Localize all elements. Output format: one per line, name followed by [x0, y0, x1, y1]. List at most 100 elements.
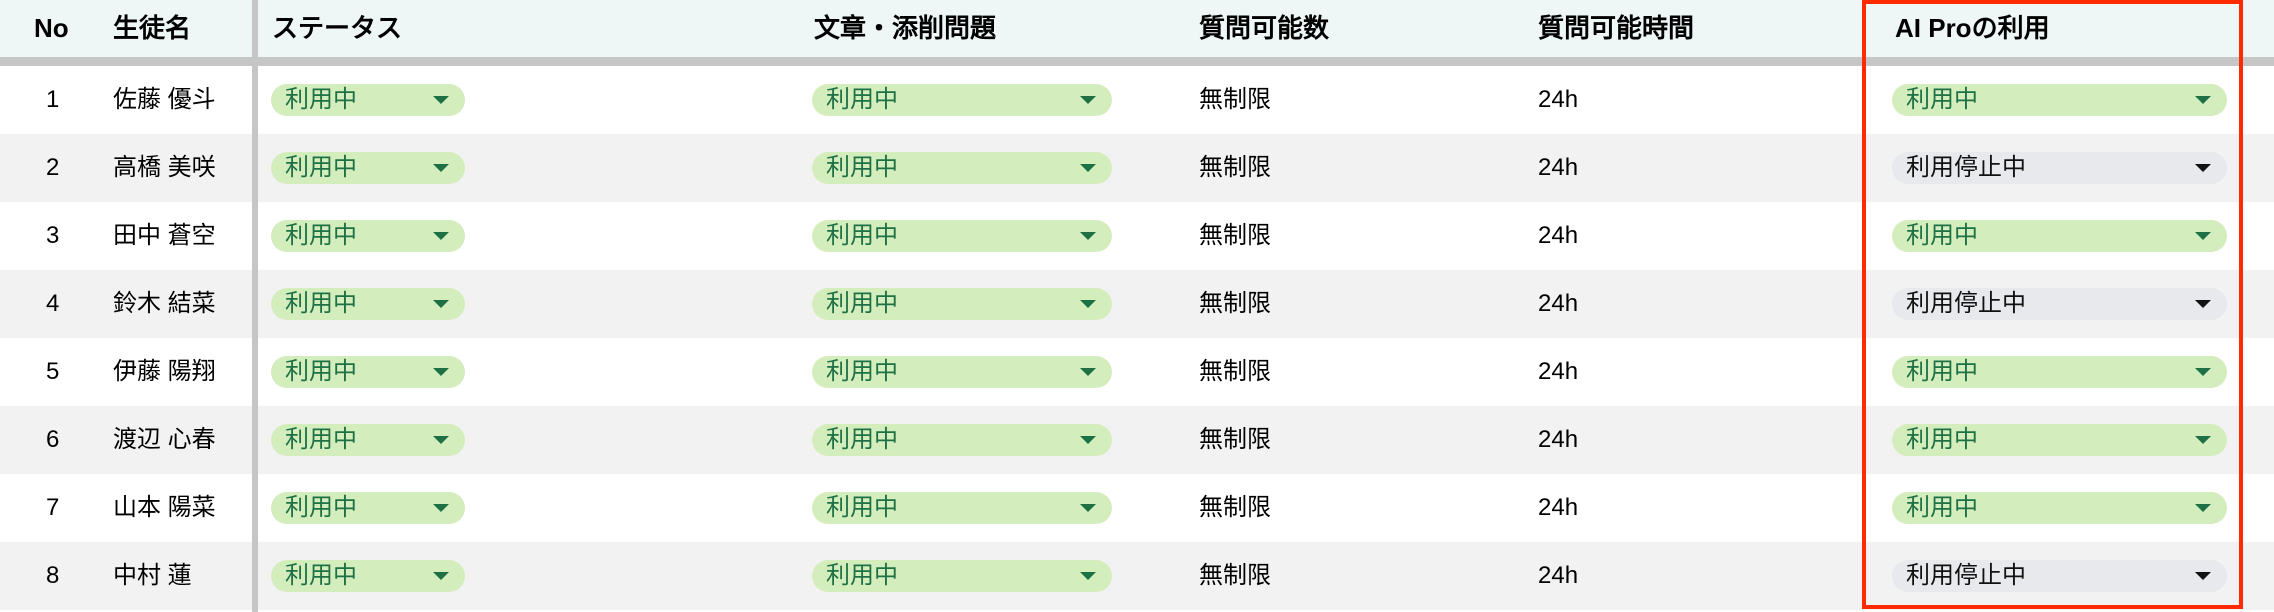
status-value: 利用中 — [285, 222, 357, 249]
chevron-down-icon — [433, 164, 449, 172]
chevron-down-icon — [2195, 96, 2211, 104]
chevron-down-icon — [2195, 164, 2211, 172]
question-hours: 24h — [1538, 222, 1579, 249]
writing-dropdown[interactable]: 利用中 — [812, 560, 1112, 592]
status-dropdown[interactable]: 利用中 — [271, 84, 465, 116]
row-no: 8 — [46, 562, 60, 589]
student-name: 高橋 美咲 — [113, 154, 216, 181]
writing-value: 利用中 — [826, 290, 898, 317]
writing-value: 利用中 — [826, 86, 898, 113]
chevron-down-icon — [1080, 96, 1096, 104]
question-count: 無制限 — [1199, 154, 1271, 181]
status-value: 利用中 — [285, 154, 357, 181]
chevron-down-icon — [1080, 300, 1096, 308]
student-name: 渡辺 心春 — [113, 426, 216, 453]
table-row: 2 高橋 美咲 利用中 利用中 無制限 24h 利用停止中 — [0, 134, 2274, 202]
student-name: 中村 蓮 — [113, 562, 192, 589]
question-hours: 24h — [1538, 86, 1579, 113]
status-dropdown[interactable]: 利用中 — [271, 356, 465, 388]
header-hours: 質問可能時間 — [1538, 13, 1695, 43]
writing-dropdown[interactable]: 利用中 — [812, 424, 1112, 456]
status-dropdown[interactable]: 利用中 — [271, 560, 465, 592]
table-row: 6 渡辺 心春 利用中 利用中 無制限 24h 利用中 — [0, 406, 2274, 474]
writing-dropdown[interactable]: 利用中 — [812, 220, 1112, 252]
chevron-down-icon — [433, 96, 449, 104]
aipro-dropdown[interactable]: 利用停止中 — [1892, 152, 2227, 184]
writing-value: 利用中 — [826, 222, 898, 249]
chevron-down-icon — [433, 232, 449, 240]
status-dropdown[interactable]: 利用中 — [271, 288, 465, 320]
header-no: No — [34, 13, 69, 43]
question-count: 無制限 — [1199, 426, 1271, 453]
aipro-dropdown[interactable]: 利用停止中 — [1892, 560, 2227, 592]
row-no: 2 — [46, 154, 60, 181]
chevron-down-icon — [2195, 300, 2211, 308]
writing-value: 利用中 — [826, 358, 898, 385]
question-count: 無制限 — [1199, 494, 1271, 521]
writing-dropdown[interactable]: 利用中 — [812, 84, 1112, 116]
row-no: 7 — [46, 494, 60, 521]
header-aipro: AI Proの利用 — [1895, 13, 2050, 43]
chevron-down-icon — [433, 572, 449, 580]
aipro-dropdown[interactable]: 利用中 — [1892, 220, 2227, 252]
aipro-dropdown[interactable]: 利用中 — [1892, 492, 2227, 524]
status-dropdown[interactable]: 利用中 — [271, 492, 465, 524]
chevron-down-icon — [433, 504, 449, 512]
table-row: 1 佐藤 優斗 利用中 利用中 無制限 24h 利用中 — [0, 66, 2274, 134]
status-value: 利用中 — [285, 426, 357, 453]
writing-value: 利用中 — [826, 562, 898, 589]
row-no: 6 — [46, 426, 60, 453]
writing-dropdown[interactable]: 利用中 — [812, 288, 1112, 320]
status-dropdown[interactable]: 利用中 — [271, 152, 465, 184]
row-no: 4 — [46, 290, 60, 317]
table-row: 4 鈴木 結菜 利用中 利用中 無制限 24h 利用停止中 — [0, 270, 2274, 338]
chevron-down-icon — [1080, 504, 1096, 512]
chevron-down-icon — [1080, 436, 1096, 444]
aipro-value: 利用中 — [1906, 358, 1978, 385]
writing-value: 利用中 — [826, 154, 898, 181]
aipro-value: 利用中 — [1906, 86, 1978, 113]
student-name: 山本 陽菜 — [113, 494, 216, 521]
aipro-value: 利用停止中 — [1906, 154, 2026, 181]
aipro-dropdown[interactable]: 利用中 — [1892, 424, 2227, 456]
writing-value: 利用中 — [826, 426, 898, 453]
aipro-value: 利用中 — [1906, 494, 1978, 521]
status-value: 利用中 — [285, 358, 357, 385]
row-no: 5 — [46, 358, 60, 385]
aipro-dropdown[interactable]: 利用停止中 — [1892, 288, 2227, 320]
chevron-down-icon — [2195, 232, 2211, 240]
chevron-down-icon — [1080, 368, 1096, 376]
chevron-down-icon — [433, 368, 449, 376]
writing-dropdown[interactable]: 利用中 — [812, 492, 1112, 524]
chevron-down-icon — [2195, 572, 2211, 580]
question-count: 無制限 — [1199, 86, 1271, 113]
status-value: 利用中 — [285, 290, 357, 317]
chevron-down-icon — [433, 436, 449, 444]
student-name: 鈴木 結菜 — [113, 290, 216, 317]
writing-value: 利用中 — [826, 494, 898, 521]
table-row: 7 山本 陽菜 利用中 利用中 無制限 24h 利用中 — [0, 474, 2274, 542]
header-writing: 文章・添削問題 — [814, 13, 997, 43]
status-dropdown[interactable]: 利用中 — [271, 424, 465, 456]
chevron-down-icon — [2195, 436, 2211, 444]
table-header: No 生徒名 ステータス 文章・添削問題 質問可能数 質問可能時間 AI Pro… — [0, 0, 2274, 57]
status-value: 利用中 — [285, 86, 357, 113]
writing-dropdown[interactable]: 利用中 — [812, 356, 1112, 388]
chevron-down-icon — [433, 300, 449, 308]
question-count: 無制限 — [1199, 562, 1271, 589]
aipro-value: 利用停止中 — [1906, 562, 2026, 589]
student-name: 佐藤 優斗 — [113, 86, 216, 113]
writing-dropdown[interactable]: 利用中 — [812, 152, 1112, 184]
row-no: 1 — [46, 86, 60, 113]
header-name: 生徒名 — [113, 13, 192, 43]
aipro-dropdown[interactable]: 利用中 — [1892, 84, 2227, 116]
aipro-value: 利用中 — [1906, 426, 1978, 453]
status-value: 利用中 — [285, 494, 357, 521]
question-hours: 24h — [1538, 358, 1579, 385]
question-hours: 24h — [1538, 290, 1579, 317]
status-value: 利用中 — [285, 562, 357, 589]
status-dropdown[interactable]: 利用中 — [271, 220, 465, 252]
header-questions: 質問可能数 — [1199, 13, 1330, 43]
question-count: 無制限 — [1199, 358, 1271, 385]
aipro-dropdown[interactable]: 利用中 — [1892, 356, 2227, 388]
